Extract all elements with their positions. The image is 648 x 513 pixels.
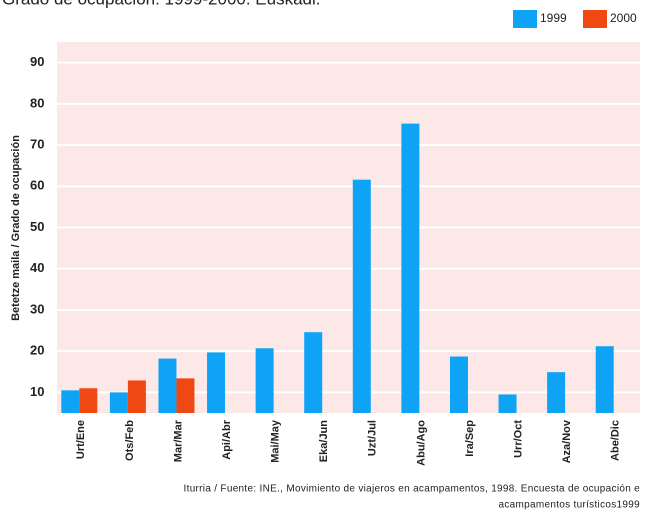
bar (304, 332, 323, 413)
x-tick-label: Aza/Nov (561, 419, 573, 463)
source: acampamentos turísticos1999 (498, 500, 640, 511)
y-axis-label: Betetze maila / Grado de ocupación (10, 135, 22, 321)
bar (255, 348, 274, 413)
bar (207, 352, 226, 413)
bar (158, 358, 177, 413)
x-tick-label: Abu/Ago (415, 420, 427, 466)
y-tick-label: 60 (30, 178, 44, 193)
chart-title: Grado de ocupación. 1999-2000. Euskadi. (2, 0, 321, 8)
legend-swatch (583, 10, 607, 28)
y-tick-label: 80 (30, 95, 44, 110)
y-tick-label: 20 (30, 343, 44, 358)
x-tick-label: Api/Abr (221, 419, 233, 459)
x-tick-label: Abe/Dic (610, 420, 622, 461)
y-tick-label: 70 (30, 136, 44, 151)
bar (79, 388, 98, 413)
bar (109, 392, 128, 413)
bar (352, 179, 371, 413)
bar (61, 390, 80, 413)
y-tick-label: 40 (30, 260, 44, 275)
x-tick-label: Mai/May (270, 419, 282, 463)
y-tick-label: 10 (30, 384, 44, 399)
x-tick-label: Uzt/Jul (367, 420, 379, 456)
legend-swatch (513, 10, 537, 28)
x-tick-label: Mar/Mar (172, 419, 184, 462)
y-tick-label: 50 (30, 219, 44, 234)
legend-label: 1999 (540, 11, 567, 25)
bar (401, 123, 420, 414)
x-tick-label: Urr/Oct (512, 420, 524, 458)
source: Iturria / Fuente: INE., Movimiento de vi… (184, 484, 641, 495)
legend-label: 2000 (610, 11, 637, 25)
y-tick-label: 90 (30, 54, 44, 69)
x-tick-label: Ots/Feb (124, 420, 136, 461)
bar (595, 346, 614, 413)
bar (547, 372, 566, 413)
bar (449, 356, 468, 413)
bar (498, 394, 517, 413)
x-tick-label: Ira/Sep (464, 420, 476, 457)
x-tick-label: Urt/Ene (75, 420, 87, 459)
x-tick-label: Eka/Jun (318, 420, 330, 462)
bar (127, 380, 146, 413)
bar (176, 378, 195, 413)
y-tick-label: 30 (30, 301, 44, 316)
